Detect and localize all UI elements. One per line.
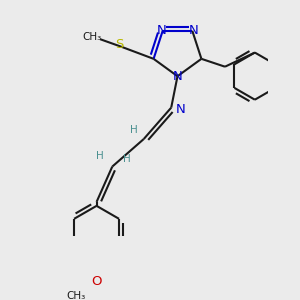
Text: H: H: [96, 151, 104, 160]
Text: H: H: [130, 124, 138, 135]
Text: H: H: [123, 154, 130, 164]
Text: CH₃: CH₃: [67, 291, 86, 300]
Text: N: N: [176, 103, 185, 116]
Text: N: N: [172, 70, 182, 83]
Text: N: N: [189, 24, 199, 37]
Text: O: O: [91, 275, 102, 288]
Text: N: N: [156, 24, 166, 37]
Text: CH₃: CH₃: [83, 32, 102, 42]
Text: S: S: [116, 38, 124, 51]
